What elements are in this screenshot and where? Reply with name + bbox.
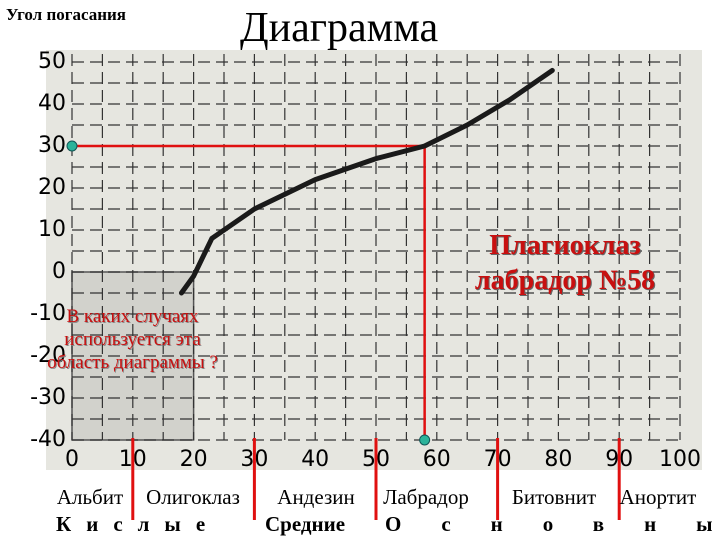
curve: [178, 67, 555, 296]
y-tick-label: 50: [38, 49, 66, 74]
y-tick-label: 0: [52, 259, 66, 284]
mineral-label: Лабрадор: [383, 485, 469, 509]
region-question: В каких случаях используется эта область…: [47, 306, 218, 373]
x-tick-label: 20: [180, 447, 208, 472]
mineral-label: Олигоклаз: [146, 485, 240, 509]
y-tick-label: 10: [38, 217, 66, 242]
y-tick-label: -30: [30, 385, 66, 410]
group-label: Кислые: [56, 512, 220, 536]
y-tick-label: 20: [38, 175, 66, 200]
mineral-label: Альбит: [57, 485, 123, 509]
y-tick-label: -20: [30, 343, 66, 368]
x-tick-label: 100: [659, 447, 701, 472]
mineral-label: Андезин: [277, 485, 354, 509]
y-axis-label: Угол погасания: [6, 5, 126, 24]
x-tick-label: 0: [65, 447, 79, 472]
chart-title: Диаграмма: [240, 5, 439, 51]
mineral-label: Анортит: [620, 485, 697, 509]
marker-dot: [419, 434, 431, 446]
y-tick-label: 40: [38, 91, 66, 116]
group-label: Средние: [265, 512, 345, 536]
x-tick-label: 80: [544, 447, 572, 472]
mineral-label: Битовнит: [512, 485, 596, 509]
x-tick-label: 40: [301, 447, 329, 472]
marker-dot: [66, 140, 78, 152]
y-tick-label: 30: [38, 133, 66, 158]
group-label: Основные: [385, 512, 720, 536]
x-tick-label: 60: [423, 447, 451, 472]
marker-label: Плагиоклаз лабрадор №58: [474, 230, 656, 296]
y-tick-label: -40: [30, 427, 66, 452]
y-tick-label: -10: [30, 301, 66, 326]
